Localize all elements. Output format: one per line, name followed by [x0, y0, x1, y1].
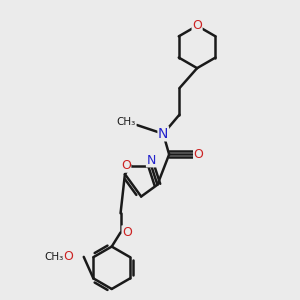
Text: O: O	[192, 19, 202, 32]
Text: CH₃: CH₃	[117, 117, 136, 127]
Text: O: O	[122, 226, 132, 239]
Text: N: N	[158, 127, 168, 141]
Text: N: N	[146, 154, 156, 167]
Text: O: O	[64, 250, 74, 263]
Text: O: O	[194, 148, 203, 161]
Text: O: O	[121, 159, 131, 172]
Text: CH₃: CH₃	[44, 252, 64, 262]
